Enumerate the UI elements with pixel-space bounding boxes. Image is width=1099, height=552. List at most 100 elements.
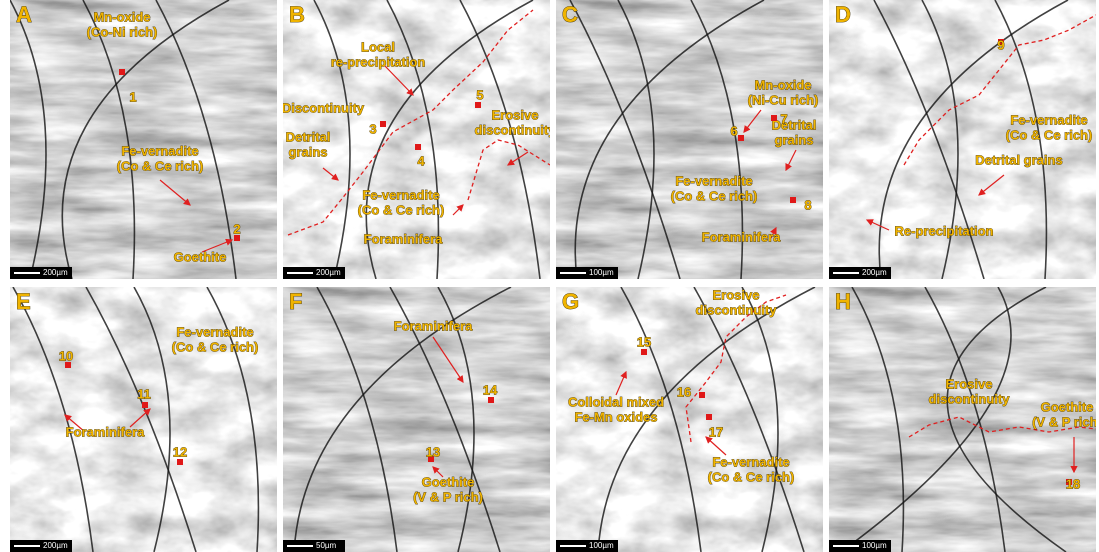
- crack: [617, 0, 655, 279]
- crack: [620, 287, 702, 552]
- annotation: Goethite: [1041, 400, 1094, 415]
- panel-letter: C: [562, 2, 578, 27]
- crack: [293, 287, 512, 552]
- scale-bar-label: 200µm: [43, 268, 68, 277]
- annotation: (Co & Ce rich): [358, 203, 445, 218]
- scale-bar-bg: [10, 540, 72, 552]
- analysis-point: [1066, 479, 1072, 485]
- scale-bar-bg: [556, 540, 618, 552]
- sem-image: [283, 287, 550, 552]
- scale-bar-label: 200µm: [316, 268, 341, 277]
- crack: [741, 287, 779, 552]
- scale-bar-bg: [283, 267, 345, 279]
- arrow: [785, 149, 797, 172]
- crack: [574, 0, 765, 279]
- scale-bar-label: 100µm: [589, 268, 614, 277]
- crack: [924, 287, 1006, 552]
- panel-image: E Fe-vernadite(Co & Ce rich) Foraminifera 1…: [10, 287, 277, 552]
- arrow: [770, 226, 777, 239]
- crack: [82, 0, 136, 279]
- point-label: 1: [129, 90, 136, 105]
- annotation: (Co-Ni rich): [87, 25, 158, 40]
- panel-letter: B: [289, 2, 305, 27]
- scale-bar-bg: [829, 540, 891, 552]
- crack: [206, 287, 260, 552]
- point-label: 14: [483, 383, 498, 398]
- annotation: Mn-oxide: [754, 78, 811, 93]
- point-label: 17: [709, 425, 723, 440]
- analysis-point: [177, 459, 183, 465]
- analysis-point: [234, 235, 240, 241]
- annotation: Fe-vernadite: [1010, 113, 1087, 128]
- analysis-point: [699, 392, 705, 398]
- arrow: [865, 219, 890, 231]
- crack: [851, 287, 905, 552]
- annotation: Goethite: [174, 250, 227, 265]
- crack: [133, 287, 171, 552]
- annotation: (Ni-Cu rich): [748, 93, 819, 108]
- scale-bar-label: 100µm: [589, 541, 614, 550]
- analysis-point: [771, 115, 777, 121]
- boundary-line: [685, 294, 787, 443]
- point-label: 16: [677, 385, 691, 400]
- crack: [873, 0, 985, 279]
- arrow: [129, 408, 151, 428]
- scale-bar-label: 200µm: [862, 268, 887, 277]
- crack: [921, 0, 959, 279]
- scale-bar-label: 50µm: [316, 541, 337, 550]
- annotation: Fe-vernadite: [121, 144, 198, 159]
- crack: [693, 287, 805, 552]
- arrow: [322, 167, 339, 181]
- crack: [946, 287, 1067, 552]
- crack: [316, 287, 398, 552]
- point-label: 18: [1066, 477, 1080, 492]
- arrow: [452, 204, 464, 216]
- annotation: Detrital grains: [975, 153, 1062, 168]
- annotation: Fe-vernadite: [362, 188, 439, 203]
- crack: [389, 287, 501, 552]
- crack: [690, 0, 744, 279]
- crack: [459, 0, 541, 279]
- sem-image: [283, 0, 550, 279]
- crack: [61, 0, 230, 279]
- point-label: 3: [369, 122, 376, 137]
- scale-bar-label: 200µm: [43, 541, 68, 550]
- panel-image: A Mn-oxide(Co-Ni rich) Fe-vernadite(Co & C…: [10, 0, 277, 279]
- annotation: discontinuity: [475, 123, 557, 138]
- point-label: 2: [233, 222, 240, 237]
- annotation: Fe-vernadite: [675, 174, 752, 189]
- annotation: discontinuity: [696, 303, 778, 318]
- panel: F Foraminifera Goethite(V & P rich) 14 13 50µ…: [283, 287, 550, 552]
- panel-letter: H: [835, 289, 851, 314]
- point-label: 13: [426, 445, 440, 460]
- analysis-point: [142, 402, 148, 408]
- arrow: [159, 179, 191, 206]
- arrow: [432, 336, 464, 383]
- annotation: (Co & Ce rich): [671, 189, 758, 204]
- crack: [840, 287, 1012, 552]
- annotation: Discontinuity: [282, 101, 365, 116]
- crack: [437, 287, 475, 552]
- arrow: [743, 109, 762, 133]
- annotation: Erosive: [713, 288, 760, 303]
- boundary-line: [908, 416, 1096, 438]
- annotation: Fe-vernadite: [176, 325, 253, 340]
- annotation: (V & P rich): [413, 490, 483, 505]
- panel-image: D Fe-vernadite(Co & Ce rich) Detrital grai…: [829, 0, 1096, 279]
- annotation: Foraminifera: [364, 232, 444, 247]
- annotation: Erosive: [946, 377, 993, 392]
- annotation: Fe-Mn oxides: [574, 410, 657, 425]
- crack: [569, 0, 681, 279]
- boundary-line: [287, 9, 534, 236]
- annotation: Local: [361, 40, 395, 55]
- analysis-point: [790, 197, 796, 203]
- annotation: Foraminifera: [702, 230, 782, 245]
- arrow: [506, 151, 529, 166]
- arrow: [384, 65, 414, 96]
- annotation: (Co & Ce rich): [172, 340, 259, 355]
- analysis-point: [998, 39, 1004, 45]
- annotation: Foraminifera: [66, 425, 146, 440]
- annotation: grains: [774, 133, 813, 148]
